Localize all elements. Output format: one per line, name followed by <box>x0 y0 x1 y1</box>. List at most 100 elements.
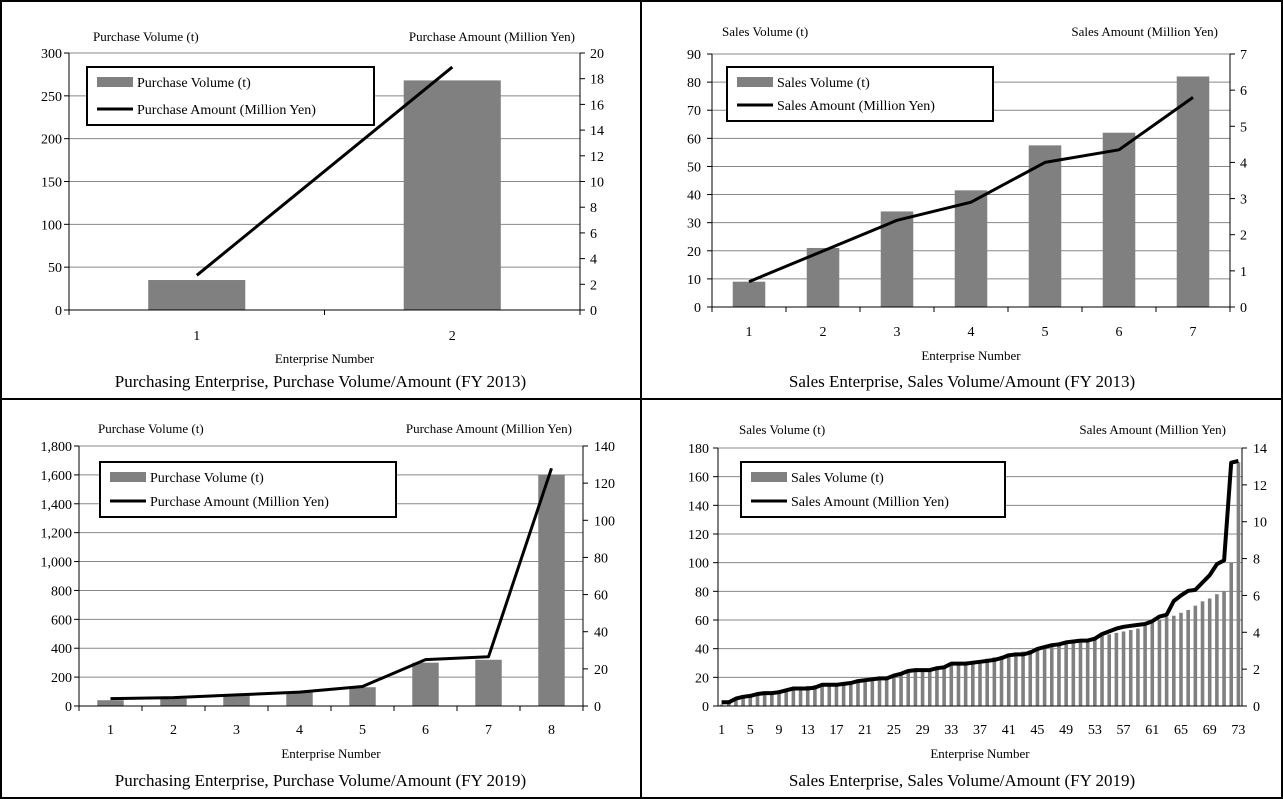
y-tick-label: 200 <box>41 133 62 148</box>
bar <box>791 687 796 706</box>
x-tick-label: 21 <box>858 723 872 738</box>
y2-tick-label: 80 <box>594 551 608 566</box>
bar <box>1229 562 1234 706</box>
bar <box>475 659 502 706</box>
x-tick-label: 7 <box>1190 325 1197 340</box>
legend-bar-swatch <box>97 77 133 87</box>
chart-title: Purchasing Enterprise, Purchase Volume/A… <box>114 771 527 790</box>
bar <box>978 660 982 706</box>
x-tick-label: 45 <box>1030 723 1044 738</box>
bar <box>954 190 988 307</box>
bar <box>1057 644 1061 706</box>
legend-box <box>86 66 375 126</box>
y-tick-label: 160 <box>688 471 709 486</box>
bar <box>148 280 246 310</box>
chart-title: Purchasing Enterprise, Purchase Volume/A… <box>114 372 527 391</box>
legend-bar-swatch <box>110 472 146 482</box>
chart-panel-purchase-2019: 0 200 400 600 800 1,000 1,200 1,400 1,600 1,800 0 2… <box>0 399 641 799</box>
bar <box>870 679 875 706</box>
bar <box>1102 132 1136 307</box>
y2-tick-label: 4 <box>590 253 597 268</box>
y2-tick-label: 40 <box>594 626 608 641</box>
y2-tick-label: 16 <box>590 98 604 113</box>
y-tick-label: 80 <box>695 585 709 600</box>
bar <box>1164 617 1169 706</box>
y2-tick-label: 7 <box>1240 48 1247 63</box>
x-tick-label: 41 <box>1002 723 1016 738</box>
bar <box>913 671 918 706</box>
legend-label: Sales Volume (t) <box>777 76 870 91</box>
x-axis-title: Enterprise Number <box>921 348 1021 363</box>
x-tick-label: 7 <box>485 723 492 738</box>
x-tick-label: 69 <box>1203 723 1217 738</box>
bar <box>956 663 961 706</box>
y-tick-label: 400 <box>51 642 72 657</box>
y-tick-label: 70 <box>687 104 701 119</box>
x-tick-label: 5 <box>359 723 366 738</box>
x-axis-title: Enterprise Number <box>281 746 381 761</box>
y-tick-label: 0 <box>55 304 62 319</box>
bar <box>538 474 565 706</box>
bar <box>884 677 889 706</box>
x-tick-label: 33 <box>944 723 958 738</box>
y-tick-label: 50 <box>48 261 62 276</box>
y-tick-label: 1,200 <box>41 527 73 542</box>
bar <box>1071 641 1076 706</box>
y-tick-label: 120 <box>688 528 709 543</box>
y2-tick-label: 2 <box>1240 229 1247 244</box>
y2-tick-label: 8 <box>1253 553 1260 568</box>
x-tick-label: 57 <box>1117 723 1131 738</box>
y2-tick-label: 6 <box>1240 84 1247 99</box>
chart-panel-sales-2019: 0 20 40 60 80 100 120 140 160 180 0 2 4 6 8 10 12 14 1 5 9 13… <box>641 399 1283 799</box>
plot-group: 0 10 20 30 40 50 60 70 80 90 0 1 2 3 4 5 6 7 1 2 3 4 5 6 7 Sales … <box>687 24 1247 363</box>
bar <box>349 687 376 706</box>
series-line <box>110 467 553 701</box>
y2-tick-label: 10 <box>590 176 604 191</box>
y-tick-label: 200 <box>51 671 72 686</box>
legend-label: Sales Amount (Million Yen) <box>777 99 935 114</box>
bar <box>403 80 501 310</box>
bar <box>863 680 867 706</box>
y-tick-label: 250 <box>41 90 62 105</box>
bar <box>1193 605 1198 706</box>
y2-tick-label: 4 <box>1240 156 1247 171</box>
bar <box>97 700 124 706</box>
bar <box>899 674 903 706</box>
bar <box>1085 638 1090 706</box>
x-tick-label: 29 <box>916 723 930 738</box>
bar <box>1186 609 1190 706</box>
y-axis-title: Purchase Volume (t) <box>98 421 204 436</box>
y2-tick-label: 3 <box>1240 193 1247 208</box>
bar <box>1028 650 1033 706</box>
y-tick-label: 80 <box>687 76 701 91</box>
x-axis-title: Enterprise Number <box>275 351 375 366</box>
bar <box>755 694 760 706</box>
bar <box>1222 591 1226 706</box>
bar <box>834 683 839 706</box>
bar <box>1215 594 1219 706</box>
bar <box>1157 620 1162 706</box>
x-tick-label: 9 <box>776 723 783 738</box>
legend-label: Purchase Volume (t) <box>137 76 251 91</box>
bar <box>856 680 860 706</box>
y-tick-label: 40 <box>695 643 709 658</box>
bar <box>971 661 975 706</box>
legend-box <box>99 461 397 518</box>
y2-tick-label: 14 <box>590 124 604 139</box>
y-tick-label: 20 <box>687 245 701 260</box>
bar <box>841 682 846 706</box>
y-tick-label: 0 <box>702 700 709 715</box>
bar <box>748 695 753 706</box>
x-tick-label: 73 <box>1231 723 1245 738</box>
bar <box>999 655 1004 706</box>
y-tick-label: 150 <box>41 176 62 191</box>
y-tick-label: 60 <box>687 132 701 147</box>
y2-tick-label: 140 <box>594 440 615 455</box>
bar <box>1114 632 1119 706</box>
bar <box>1121 631 1126 706</box>
plot-group: 0 200 400 600 800 1,000 1,200 1,400 1,600 1,800 0 2… <box>41 421 616 761</box>
bar <box>1107 634 1111 706</box>
legend-label: Sales Amount (Million Yen) <box>791 495 949 510</box>
